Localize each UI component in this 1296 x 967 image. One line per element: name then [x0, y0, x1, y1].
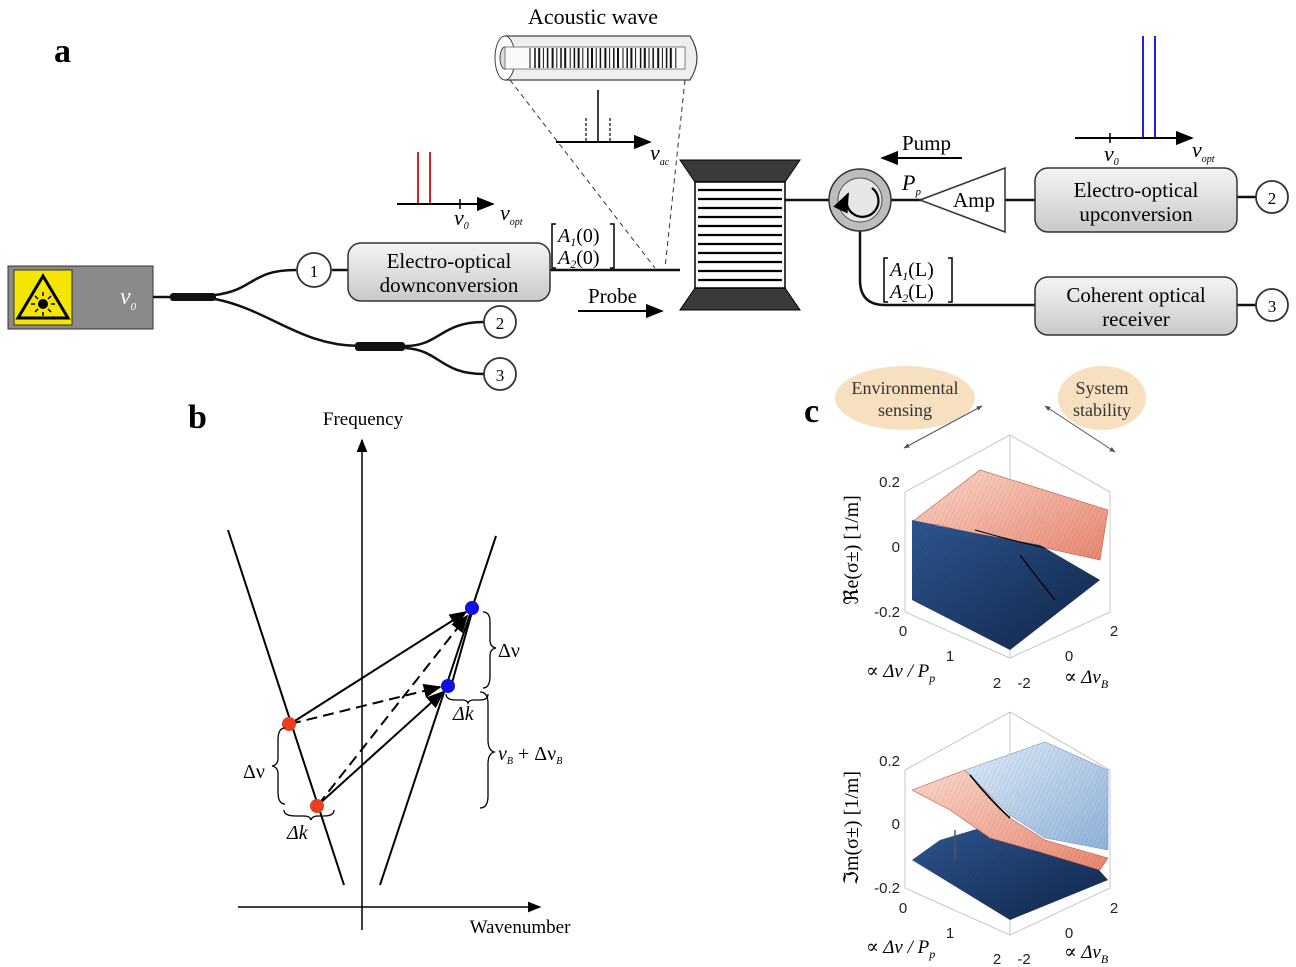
port-label-2: 2 — [496, 314, 505, 333]
im-sigma-plot: 0.2 0 -0.2 0 1 2 2 0 -2 ℑm(σ±) [1/m] ∝ Δ… — [841, 711, 1118, 967]
svg-text:1: 1 — [946, 925, 954, 942]
port-circles — [296, 180, 1289, 391]
svg-text:A1(0): A1(0) — [556, 225, 600, 249]
re-x1-label: ∝ Δν / Pp — [866, 661, 935, 685]
pump-label: Pump — [902, 131, 951, 155]
nu-b-label: νB + ΔνB — [498, 743, 562, 767]
delta-k-right: Δk — [452, 703, 475, 725]
frequency-axis-label: Frequency — [323, 409, 404, 430]
re-x2-label: ∝ ΔνB — [1064, 667, 1109, 691]
upconv-line2: upconversion — [1079, 202, 1193, 226]
panel-a: a ν0 — [7, 4, 1289, 391]
delta-nu-right: Δν — [498, 640, 520, 662]
red-point-lower — [310, 799, 324, 813]
up-spectrum: ν0 νopt — [1075, 36, 1215, 168]
svg-text:A1(L): A1(L) — [888, 259, 934, 283]
svg-text:0.2: 0.2 — [879, 753, 900, 770]
wavenumber-axis-label: Wavenumber — [470, 917, 571, 938]
delta-nu-left: Δν — [243, 761, 265, 783]
svg-text:2: 2 — [1110, 623, 1118, 640]
svg-text:-0.2: -0.2 — [874, 880, 900, 897]
env-sensing-bubble — [835, 366, 975, 430]
transition-arrow-3 — [317, 614, 469, 806]
laser-warning-icon — [15, 273, 71, 320]
dispersion-line-right — [379, 535, 497, 886]
svg-text:A2(L): A2(L) — [888, 281, 934, 305]
panel-b-label: b — [188, 399, 207, 436]
im-x1-label: ∝ Δν / Pp — [866, 937, 935, 961]
im-x2-label: ∝ ΔνB — [1064, 942, 1109, 966]
port-label-2-right: 2 — [1268, 189, 1277, 208]
env-sensing-line2: sensing — [878, 400, 932, 420]
upconv-line1: Electro-optical — [1074, 178, 1199, 202]
receiver-line1: Coherent optical — [1066, 283, 1206, 307]
transition-arrow-4 — [317, 690, 445, 806]
delta-k-bottom: Δk — [286, 822, 309, 844]
svg-text:0: 0 — [892, 539, 900, 556]
dispersion-line-left — [227, 529, 345, 886]
env-sensing-line1: Environmental — [852, 378, 959, 398]
svg-text:A2(0): A2(0) — [556, 247, 600, 271]
stability-line1: System — [1075, 378, 1128, 398]
up-nu-opt: νopt — [1192, 137, 1215, 165]
output-field-vector: A1(L) A2(L) — [883, 257, 953, 305]
re-sigma-plot: 0.2 0 -0.2 0 1 2 2 0 -2 ℜe(σ±) [1/m] ∝ Δ… — [841, 434, 1118, 692]
downconv-line2: downconversion — [380, 273, 519, 297]
laser-nu0: ν0 — [120, 284, 137, 313]
red-point-upper — [282, 717, 296, 731]
amplifier: Amp — [917, 166, 1006, 234]
stability-bubble — [1058, 366, 1146, 430]
receiver-box: Coherent optical receiver — [1034, 276, 1238, 336]
blue-point-lower — [441, 679, 455, 693]
acoustic-title: Acoustic wave — [528, 4, 658, 29]
amp-label: Amp — [953, 188, 995, 212]
svg-text:-2: -2 — [1017, 675, 1030, 692]
svg-text:1: 1 — [946, 648, 954, 665]
down-nu0: ν0 — [454, 205, 469, 232]
pump-power: Pp — [901, 170, 921, 198]
svg-text:0.2: 0.2 — [879, 474, 900, 491]
laser-source: ν0 — [7, 265, 154, 330]
blue-point-upper — [465, 601, 479, 615]
acoustic-fiber-illustration: Acoustic wave — [494, 4, 698, 269]
stability-line2: stability — [1073, 400, 1131, 420]
circulator-rotation-icon — [833, 187, 880, 218]
port-label-3: 3 — [496, 366, 505, 385]
transition-arrow-2 — [289, 683, 442, 725]
panel-c-label: c — [804, 393, 819, 430]
svg-text:0: 0 — [899, 623, 907, 640]
port-label-1: 1 — [310, 262, 319, 281]
down-nu-opt: νopt — [500, 200, 523, 228]
down-spectrum: ν0 νopt — [397, 152, 523, 232]
up-nu0: ν0 — [1104, 141, 1119, 168]
transition-arrow-1 — [289, 611, 468, 725]
panel-b: b Frequency Wavenumber Δν Δν — [188, 399, 571, 938]
im-axis-label: ℑm(σ±) [1/m] — [841, 771, 863, 885]
port-label-3-right: 3 — [1268, 297, 1277, 316]
svg-text:0: 0 — [892, 816, 900, 833]
receiver-line2: receiver — [1102, 307, 1170, 331]
probe-arrow: Probe — [578, 284, 664, 319]
downconv-line1: Electro-optical — [387, 249, 512, 273]
svg-text:0: 0 — [1065, 925, 1073, 942]
probe-label: Probe — [588, 284, 637, 308]
svg-text:0: 0 — [1065, 648, 1073, 665]
svg-text:2: 2 — [1110, 900, 1118, 917]
svg-text:2: 2 — [993, 951, 1001, 967]
svg-text:-0.2: -0.2 — [874, 604, 900, 621]
fiber-spool — [679, 159, 801, 311]
upconversion-box: Electro-optical upconversion — [1034, 167, 1238, 233]
re-axis-label: ℜe(σ±) [1/m] — [841, 495, 863, 605]
panel-c: c Environmental sensing System stability… — [804, 366, 1146, 967]
panel-a-label: a — [54, 33, 71, 70]
pump-label-group: Pump Pp — [880, 131, 962, 198]
nu-ac: νac — [650, 140, 670, 168]
svg-text:-2: -2 — [1017, 951, 1030, 967]
svg-text:2: 2 — [993, 675, 1001, 692]
circulator — [828, 168, 892, 232]
svg-text:0: 0 — [899, 900, 907, 917]
downconversion-box: Electro-optical downconversion — [347, 242, 551, 302]
input-field-vector: A1(0) A2(0) — [551, 223, 615, 271]
acoustic-spectrum: νac — [556, 90, 670, 168]
